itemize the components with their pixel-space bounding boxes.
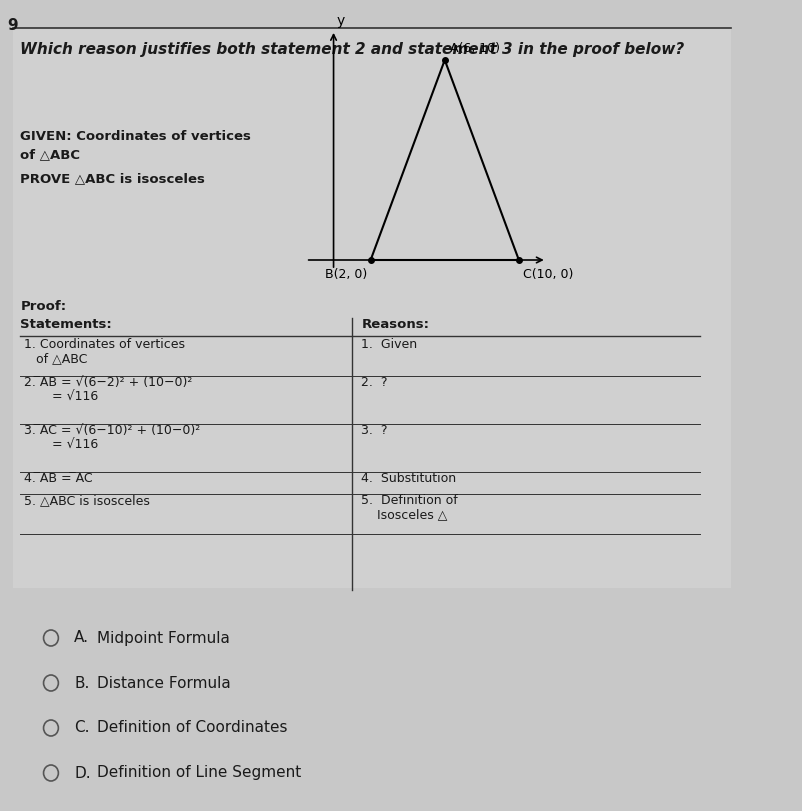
Text: 4.  Substitution: 4. Substitution xyxy=(361,472,456,485)
Text: Reasons:: Reasons: xyxy=(361,318,429,331)
Text: Which reason justifies both statement 2 and statement 3 in the proof below?: Which reason justifies both statement 2 … xyxy=(20,42,684,57)
Text: C(10, 0): C(10, 0) xyxy=(522,268,573,281)
Text: D.: D. xyxy=(74,766,91,780)
Text: A(6, 10): A(6, 10) xyxy=(450,42,500,55)
Text: PROVE △ABC is isosceles: PROVE △ABC is isosceles xyxy=(20,172,205,185)
Text: GIVEN: Coordinates of vertices: GIVEN: Coordinates of vertices xyxy=(20,130,251,143)
Text: 5.  Definition of: 5. Definition of xyxy=(361,494,457,507)
Text: y: y xyxy=(336,14,344,28)
Text: = √116: = √116 xyxy=(24,438,98,451)
Text: 2.  ?: 2. ? xyxy=(361,376,387,389)
Text: of △ABC: of △ABC xyxy=(24,352,87,365)
Text: A.: A. xyxy=(74,630,89,646)
Bar xyxy=(13,28,730,588)
Text: Isosceles △: Isosceles △ xyxy=(361,508,448,521)
Text: B.: B. xyxy=(74,676,89,690)
Text: 5. △ABC is isosceles: 5. △ABC is isosceles xyxy=(24,494,150,507)
Text: of △ABC: of △ABC xyxy=(20,148,80,161)
Text: Statements:: Statements: xyxy=(20,318,112,331)
Text: 2. ̅AB = √(6−2)² + (10−0)²: 2. ̅AB = √(6−2)² + (10−0)² xyxy=(24,376,192,389)
Text: 1. Coordinates of vertices: 1. Coordinates of vertices xyxy=(24,338,184,351)
Text: Definition of Coordinates: Definition of Coordinates xyxy=(97,720,287,736)
Text: B(2, 0): B(2, 0) xyxy=(324,268,367,281)
Text: 3. ̅AC = √(6−10)² + (10−0)²: 3. ̅AC = √(6−10)² + (10−0)² xyxy=(24,424,200,437)
Text: 9: 9 xyxy=(7,18,18,33)
Text: 4. ̅AB = ̅AC: 4. ̅AB = ̅AC xyxy=(24,472,92,485)
Text: Midpoint Formula: Midpoint Formula xyxy=(97,630,230,646)
Text: 1.  Given: 1. Given xyxy=(361,338,417,351)
Text: Proof:: Proof: xyxy=(20,300,67,313)
Text: C.: C. xyxy=(74,720,90,736)
Text: 3.  ?: 3. ? xyxy=(361,424,387,437)
Text: Definition of Line Segment: Definition of Line Segment xyxy=(97,766,302,780)
Text: = √116: = √116 xyxy=(24,390,98,403)
Text: Distance Formula: Distance Formula xyxy=(97,676,231,690)
